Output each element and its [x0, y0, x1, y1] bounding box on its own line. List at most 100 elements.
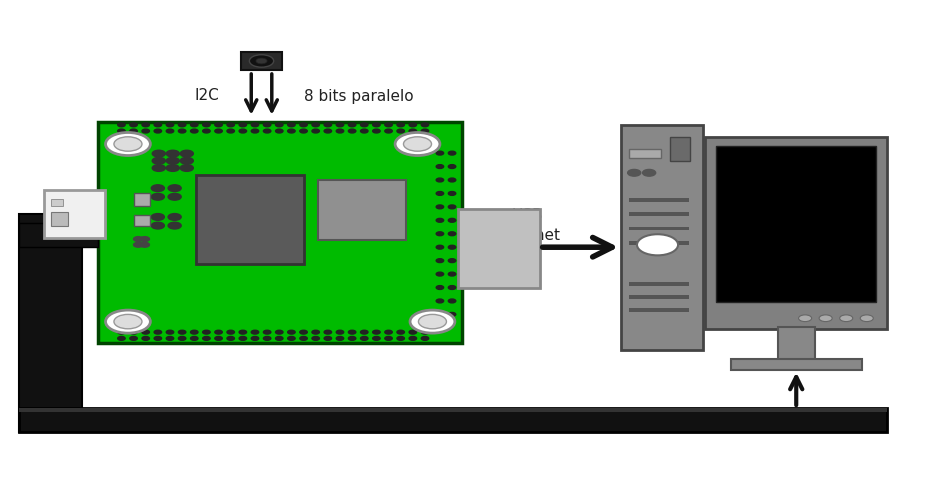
Text: Ethernet: Ethernet: [495, 228, 560, 243]
Circle shape: [180, 150, 193, 157]
Circle shape: [436, 218, 444, 222]
Circle shape: [819, 315, 832, 322]
Circle shape: [436, 192, 444, 195]
Circle shape: [251, 123, 259, 127]
Circle shape: [436, 299, 444, 303]
Circle shape: [168, 193, 181, 200]
Bar: [196, 175, 304, 264]
Circle shape: [324, 123, 332, 127]
Circle shape: [118, 330, 125, 334]
Circle shape: [142, 330, 149, 334]
Circle shape: [348, 129, 356, 133]
Circle shape: [385, 336, 392, 340]
Circle shape: [166, 157, 179, 164]
Circle shape: [142, 129, 149, 133]
Bar: [134, 193, 150, 206]
Circle shape: [300, 129, 307, 133]
Circle shape: [288, 123, 295, 127]
Circle shape: [840, 315, 853, 322]
Circle shape: [397, 336, 404, 340]
Bar: [670, 137, 690, 161]
Circle shape: [106, 132, 150, 156]
Circle shape: [312, 123, 319, 127]
Circle shape: [118, 336, 125, 340]
Circle shape: [385, 129, 392, 133]
Circle shape: [191, 123, 198, 127]
Circle shape: [448, 165, 456, 168]
Circle shape: [180, 157, 193, 164]
Circle shape: [263, 129, 271, 133]
Circle shape: [227, 123, 234, 127]
Bar: [629, 227, 689, 230]
Circle shape: [324, 330, 332, 334]
Bar: [51, 212, 68, 226]
Circle shape: [448, 299, 456, 303]
Bar: [778, 327, 815, 361]
Circle shape: [191, 330, 198, 334]
Circle shape: [385, 330, 392, 334]
Circle shape: [436, 272, 444, 276]
Circle shape: [251, 330, 259, 334]
Circle shape: [276, 129, 283, 133]
Circle shape: [239, 330, 247, 334]
Circle shape: [130, 129, 137, 133]
Bar: [19, 408, 887, 432]
Circle shape: [191, 129, 198, 133]
Circle shape: [312, 336, 319, 340]
Circle shape: [151, 193, 164, 200]
Bar: [134, 215, 150, 226]
Circle shape: [134, 237, 143, 241]
Circle shape: [203, 123, 210, 127]
Circle shape: [180, 165, 193, 171]
Text: USB: USB: [512, 208, 544, 224]
Circle shape: [436, 165, 444, 168]
Circle shape: [409, 123, 417, 127]
Circle shape: [276, 123, 283, 127]
Circle shape: [130, 123, 137, 127]
Circle shape: [227, 336, 234, 340]
Circle shape: [114, 314, 142, 329]
Circle shape: [166, 150, 179, 157]
Circle shape: [106, 310, 150, 333]
Circle shape: [336, 336, 344, 340]
Circle shape: [151, 214, 164, 220]
Circle shape: [276, 330, 283, 334]
Bar: [716, 146, 876, 302]
Circle shape: [142, 336, 149, 340]
Circle shape: [178, 336, 186, 340]
Bar: [458, 209, 540, 288]
Circle shape: [300, 123, 307, 127]
Circle shape: [134, 242, 143, 247]
Circle shape: [263, 123, 271, 127]
Circle shape: [288, 336, 295, 340]
Circle shape: [637, 234, 678, 255]
Circle shape: [227, 330, 234, 334]
Circle shape: [152, 165, 165, 171]
Circle shape: [276, 336, 283, 340]
Circle shape: [436, 205, 444, 209]
Circle shape: [643, 169, 656, 176]
Bar: [621, 125, 703, 350]
Circle shape: [203, 336, 210, 340]
Circle shape: [168, 222, 181, 229]
Circle shape: [256, 58, 267, 64]
Bar: [629, 241, 689, 245]
Circle shape: [154, 330, 162, 334]
Bar: [19, 223, 98, 247]
Circle shape: [166, 165, 179, 171]
Bar: [44, 190, 105, 238]
Circle shape: [373, 330, 380, 334]
Bar: [731, 359, 862, 370]
Bar: [629, 282, 689, 286]
Circle shape: [239, 129, 247, 133]
Circle shape: [448, 218, 456, 222]
Circle shape: [215, 129, 222, 133]
Circle shape: [154, 123, 162, 127]
Circle shape: [178, 129, 186, 133]
Circle shape: [142, 123, 149, 127]
Circle shape: [239, 336, 247, 340]
Circle shape: [140, 237, 149, 241]
Bar: [629, 295, 689, 299]
Text: 8 bits paralelo: 8 bits paralelo: [304, 88, 413, 104]
Circle shape: [215, 336, 222, 340]
